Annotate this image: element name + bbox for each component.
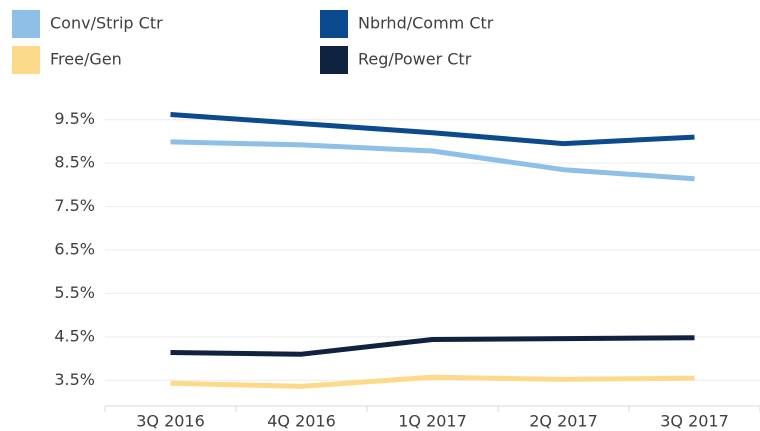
series-line	[170, 335, 695, 357]
y-tick-label: 7.5%	[54, 196, 95, 215]
y-tick-label: 8.5%	[54, 153, 95, 172]
x-tick-label: 2Q 2017	[529, 412, 598, 431]
x-tick-label: 1Q 2017	[398, 412, 467, 431]
y-tick-label: 5.5%	[54, 283, 95, 302]
y-tick-label: 6.5%	[54, 240, 95, 259]
x-tick-label: 4Q 2016	[267, 412, 336, 431]
legend-label: Free/Gen	[50, 50, 122, 69]
y-tick-label: 3.5%	[54, 370, 95, 389]
y-tick-label: 9.5%	[54, 109, 95, 128]
series-line	[170, 374, 695, 389]
x-tick-label: 3Q 2016	[136, 412, 205, 431]
x-tick-label: 3Q 2017	[660, 412, 729, 431]
series-line	[170, 139, 695, 182]
legend-label: Reg/Power Ctr	[358, 50, 472, 69]
legend-swatch	[320, 10, 348, 38]
legend-swatch	[320, 46, 348, 74]
legend-label: Nbrhd/Comm Ctr	[358, 14, 494, 33]
y-tick-label: 4.5%	[54, 326, 95, 345]
series-line	[170, 112, 695, 147]
legend-swatch	[12, 46, 40, 74]
legend-swatch	[12, 10, 40, 38]
legend-label: Conv/Strip Ctr	[50, 14, 163, 33]
